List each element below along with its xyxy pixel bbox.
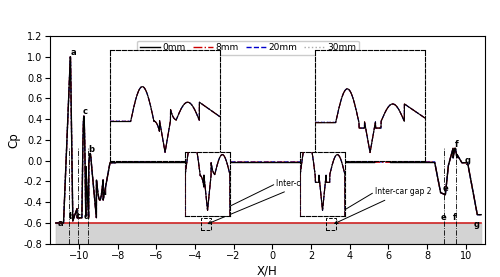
8mm [402, 161, 408, 164]
0mm [53, 221, 59, 225]
Text: e: e [443, 184, 448, 193]
30mm [53, 221, 59, 225]
Line: 8mm: 8mm [56, 57, 481, 223]
Text: c: c [76, 212, 80, 221]
Y-axis label: Cp: Cp [8, 132, 20, 148]
30mm [216, 160, 222, 163]
0mm [330, 143, 336, 147]
0mm [370, 161, 376, 164]
Text: e: e [440, 213, 446, 222]
Line: 20mm: 20mm [56, 57, 481, 223]
Text: b: b [68, 212, 74, 221]
Text: a: a [71, 48, 76, 57]
30mm [308, 160, 314, 163]
30mm [130, 160, 136, 163]
20mm [130, 160, 136, 163]
Text: a: a [58, 219, 64, 228]
0mm [308, 161, 314, 164]
Text: f: f [454, 140, 458, 149]
Bar [201, 218, 211, 230]
20mm [68, 55, 73, 58]
20mm [370, 160, 376, 163]
20mm [53, 221, 59, 225]
Line: 0mm: 0mm [56, 57, 481, 223]
Text: d: d [100, 188, 106, 197]
8mm [330, 143, 336, 147]
X-axis label: X/H: X/H [257, 264, 278, 277]
8mm [130, 161, 136, 164]
Text: c: c [82, 107, 87, 116]
30mm [330, 143, 336, 147]
20mm [330, 143, 336, 147]
30mm [478, 213, 484, 216]
8mm [68, 55, 73, 58]
0mm [216, 161, 222, 164]
Bar [326, 218, 336, 230]
Text: Inter-car gap 1: Inter-car gap 1 [208, 179, 332, 224]
20mm [402, 160, 408, 163]
20mm [216, 160, 222, 163]
Text: g: g [474, 220, 480, 229]
20mm [478, 213, 484, 216]
0mm [478, 213, 484, 216]
0mm [68, 55, 73, 58]
20mm [308, 160, 314, 163]
Legend: 0mm, 8mm, 20mm, 30mm: 0mm, 8mm, 20mm, 30mm [137, 40, 358, 55]
8mm [370, 161, 376, 164]
30mm [68, 55, 73, 58]
0mm [402, 161, 408, 164]
8mm [478, 213, 484, 216]
Text: b: b [88, 145, 94, 154]
Line: 30mm: 30mm [56, 57, 481, 223]
30mm [402, 160, 408, 163]
Text: g: g [464, 156, 470, 165]
Text: Inter-car gap 2: Inter-car gap 2 [335, 187, 432, 224]
8mm [308, 161, 314, 164]
Text: d: d [84, 212, 89, 221]
8mm [216, 161, 222, 164]
0mm [130, 161, 136, 164]
30mm [370, 160, 376, 163]
Text: f: f [453, 213, 457, 222]
8mm [53, 221, 59, 225]
